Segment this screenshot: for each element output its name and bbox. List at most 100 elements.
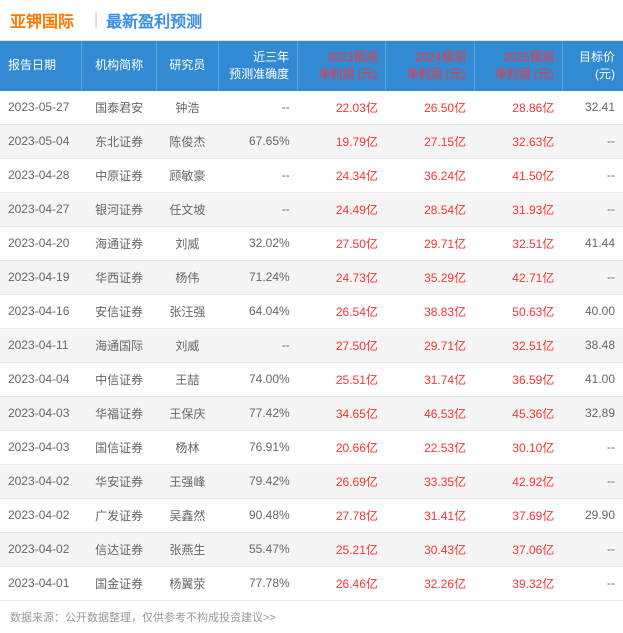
- table-cell: 任文坡: [157, 192, 219, 226]
- table-body: 2023-05-27国泰君安钟浩--22.03亿26.50亿28.86亿32.4…: [0, 91, 623, 601]
- divider: |: [94, 11, 98, 29]
- table-cell: 36.24亿: [386, 158, 474, 192]
- table-cell: 杨翼荥: [157, 566, 219, 600]
- table-header-cell: 2023预测净利润 (元): [298, 41, 386, 91]
- table-cell: 中原证券: [82, 158, 157, 192]
- table-cell: 42.92亿: [474, 464, 562, 498]
- table-cell: 41.00: [562, 362, 623, 396]
- table-cell: 2023-04-02: [0, 532, 82, 566]
- table-row: 2023-04-11海通国际刘威--27.50亿29.71亿32.51亿38.4…: [0, 328, 623, 362]
- table-cell: 银河证券: [82, 192, 157, 226]
- table-cell: 张燕生: [157, 532, 219, 566]
- table-row: 2023-04-01国金证券杨翼荥77.78%26.46亿32.26亿39.32…: [0, 566, 623, 600]
- table-cell: 2023-04-28: [0, 158, 82, 192]
- table-row: 2023-04-16安信证券张汪强64.04%26.54亿38.83亿50.63…: [0, 294, 623, 328]
- table-cell: 张汪强: [157, 294, 219, 328]
- table-cell: 90.48%: [218, 498, 297, 532]
- table-cell: 26.46亿: [298, 566, 386, 600]
- table-cell: 海通证券: [82, 226, 157, 260]
- table-cell: 华福证券: [82, 396, 157, 430]
- table-cell: 杨林: [157, 430, 219, 464]
- table-cell: --: [562, 430, 623, 464]
- table-cell: 27.78亿: [298, 498, 386, 532]
- table-cell: 王保庆: [157, 396, 219, 430]
- header: 亚钾国际 | 最新盈利预测: [0, 0, 623, 41]
- table-cell: 32.02%: [218, 226, 297, 260]
- table-cell: 安信证券: [82, 294, 157, 328]
- stock-name: 亚钾国际: [10, 8, 74, 32]
- table-cell: 67.65%: [218, 124, 297, 158]
- forecast-table: 报告日期机构简称研究员近三年预测准确度2023预测净利润 (元)2024预测净利…: [0, 41, 623, 601]
- table-cell: 40.00: [562, 294, 623, 328]
- footer-note: 数据来源：公开数据整理，仅供参考不构成投资建议>>: [0, 601, 623, 633]
- table-cell: 中信证券: [82, 362, 157, 396]
- table-row: 2023-04-19华西证券杨伟71.24%24.73亿35.29亿42.71亿…: [0, 260, 623, 294]
- table-cell: 顾敏豪: [157, 158, 219, 192]
- table-row: 2023-04-02信达证券张燕生55.47%25.21亿30.43亿37.06…: [0, 532, 623, 566]
- table-cell: 25.51亿: [298, 362, 386, 396]
- table-header-cell: 研究员: [157, 41, 219, 91]
- table-row: 2023-04-02广发证券吴鑫然90.48%27.78亿31.41亿37.69…: [0, 498, 623, 532]
- table-cell: --: [562, 260, 623, 294]
- table-row: 2023-04-28中原证券顾敏豪--24.34亿36.24亿41.50亿--: [0, 158, 623, 192]
- table-cell: 55.47%: [218, 532, 297, 566]
- table-cell: 39.32亿: [474, 566, 562, 600]
- table-cell: 26.54亿: [298, 294, 386, 328]
- table-cell: 25.21亿: [298, 532, 386, 566]
- table-cell: 刘威: [157, 328, 219, 362]
- table-cell: 24.73亿: [298, 260, 386, 294]
- table-cell: 2023-04-03: [0, 396, 82, 430]
- table-header-cell: 报告日期: [0, 41, 82, 91]
- table-cell: 王强峰: [157, 464, 219, 498]
- table-cell: 2023-04-16: [0, 294, 82, 328]
- table-cell: 29.71亿: [386, 226, 474, 260]
- table-cell: 32.51亿: [474, 226, 562, 260]
- table-cell: 45.36亿: [474, 396, 562, 430]
- table-cell: 37.06亿: [474, 532, 562, 566]
- table-cell: 29.71亿: [386, 328, 474, 362]
- table-cell: 国信证券: [82, 430, 157, 464]
- table-cell: --: [218, 91, 297, 125]
- table-cell: 2023-04-11: [0, 328, 82, 362]
- table-cell: 41.44: [562, 226, 623, 260]
- table-cell: 34.65亿: [298, 396, 386, 430]
- table-cell: 华西证券: [82, 260, 157, 294]
- table-cell: 27.50亿: [298, 226, 386, 260]
- table-cell: 79.42%: [218, 464, 297, 498]
- table-cell: 王喆: [157, 362, 219, 396]
- table-cell: 2023-04-04: [0, 362, 82, 396]
- table-cell: 74.00%: [218, 362, 297, 396]
- table-cell: 22.03亿: [298, 91, 386, 125]
- table-cell: 37.69亿: [474, 498, 562, 532]
- table-row: 2023-04-20海通证券刘威32.02%27.50亿29.71亿32.51亿…: [0, 226, 623, 260]
- table-cell: 31.93亿: [474, 192, 562, 226]
- table-cell: --: [218, 328, 297, 362]
- table-cell: 信达证券: [82, 532, 157, 566]
- table-cell: 26.69亿: [298, 464, 386, 498]
- table-cell: --: [562, 532, 623, 566]
- table-cell: 41.50亿: [474, 158, 562, 192]
- table-cell: 吴鑫然: [157, 498, 219, 532]
- table-cell: 东北证券: [82, 124, 157, 158]
- table-cell: 32.41: [562, 91, 623, 125]
- table-row: 2023-04-03国信证券杨林76.91%20.66亿22.53亿30.10亿…: [0, 430, 623, 464]
- table-cell: 2023-05-04: [0, 124, 82, 158]
- table-header-row: 报告日期机构简称研究员近三年预测准确度2023预测净利润 (元)2024预测净利…: [0, 41, 623, 91]
- table-cell: 36.59亿: [474, 362, 562, 396]
- table-cell: 陈俊杰: [157, 124, 219, 158]
- table-cell: 国金证券: [82, 566, 157, 600]
- table-cell: 2023-04-03: [0, 430, 82, 464]
- table-cell: 19.79亿: [298, 124, 386, 158]
- table-cell: 钟浩: [157, 91, 219, 125]
- table-row: 2023-04-03华福证券王保庆77.42%34.65亿46.53亿45.36…: [0, 396, 623, 430]
- table-cell: 31.74亿: [386, 362, 474, 396]
- table-cell: --: [562, 158, 623, 192]
- table-cell: --: [562, 566, 623, 600]
- table-cell: 32.51亿: [474, 328, 562, 362]
- table-header-cell: 目标价(元): [562, 41, 623, 91]
- table-cell: 33.35亿: [386, 464, 474, 498]
- table-cell: --: [562, 192, 623, 226]
- table-cell: 广发证券: [82, 498, 157, 532]
- table-cell: 32.89: [562, 396, 623, 430]
- table-cell: --: [562, 124, 623, 158]
